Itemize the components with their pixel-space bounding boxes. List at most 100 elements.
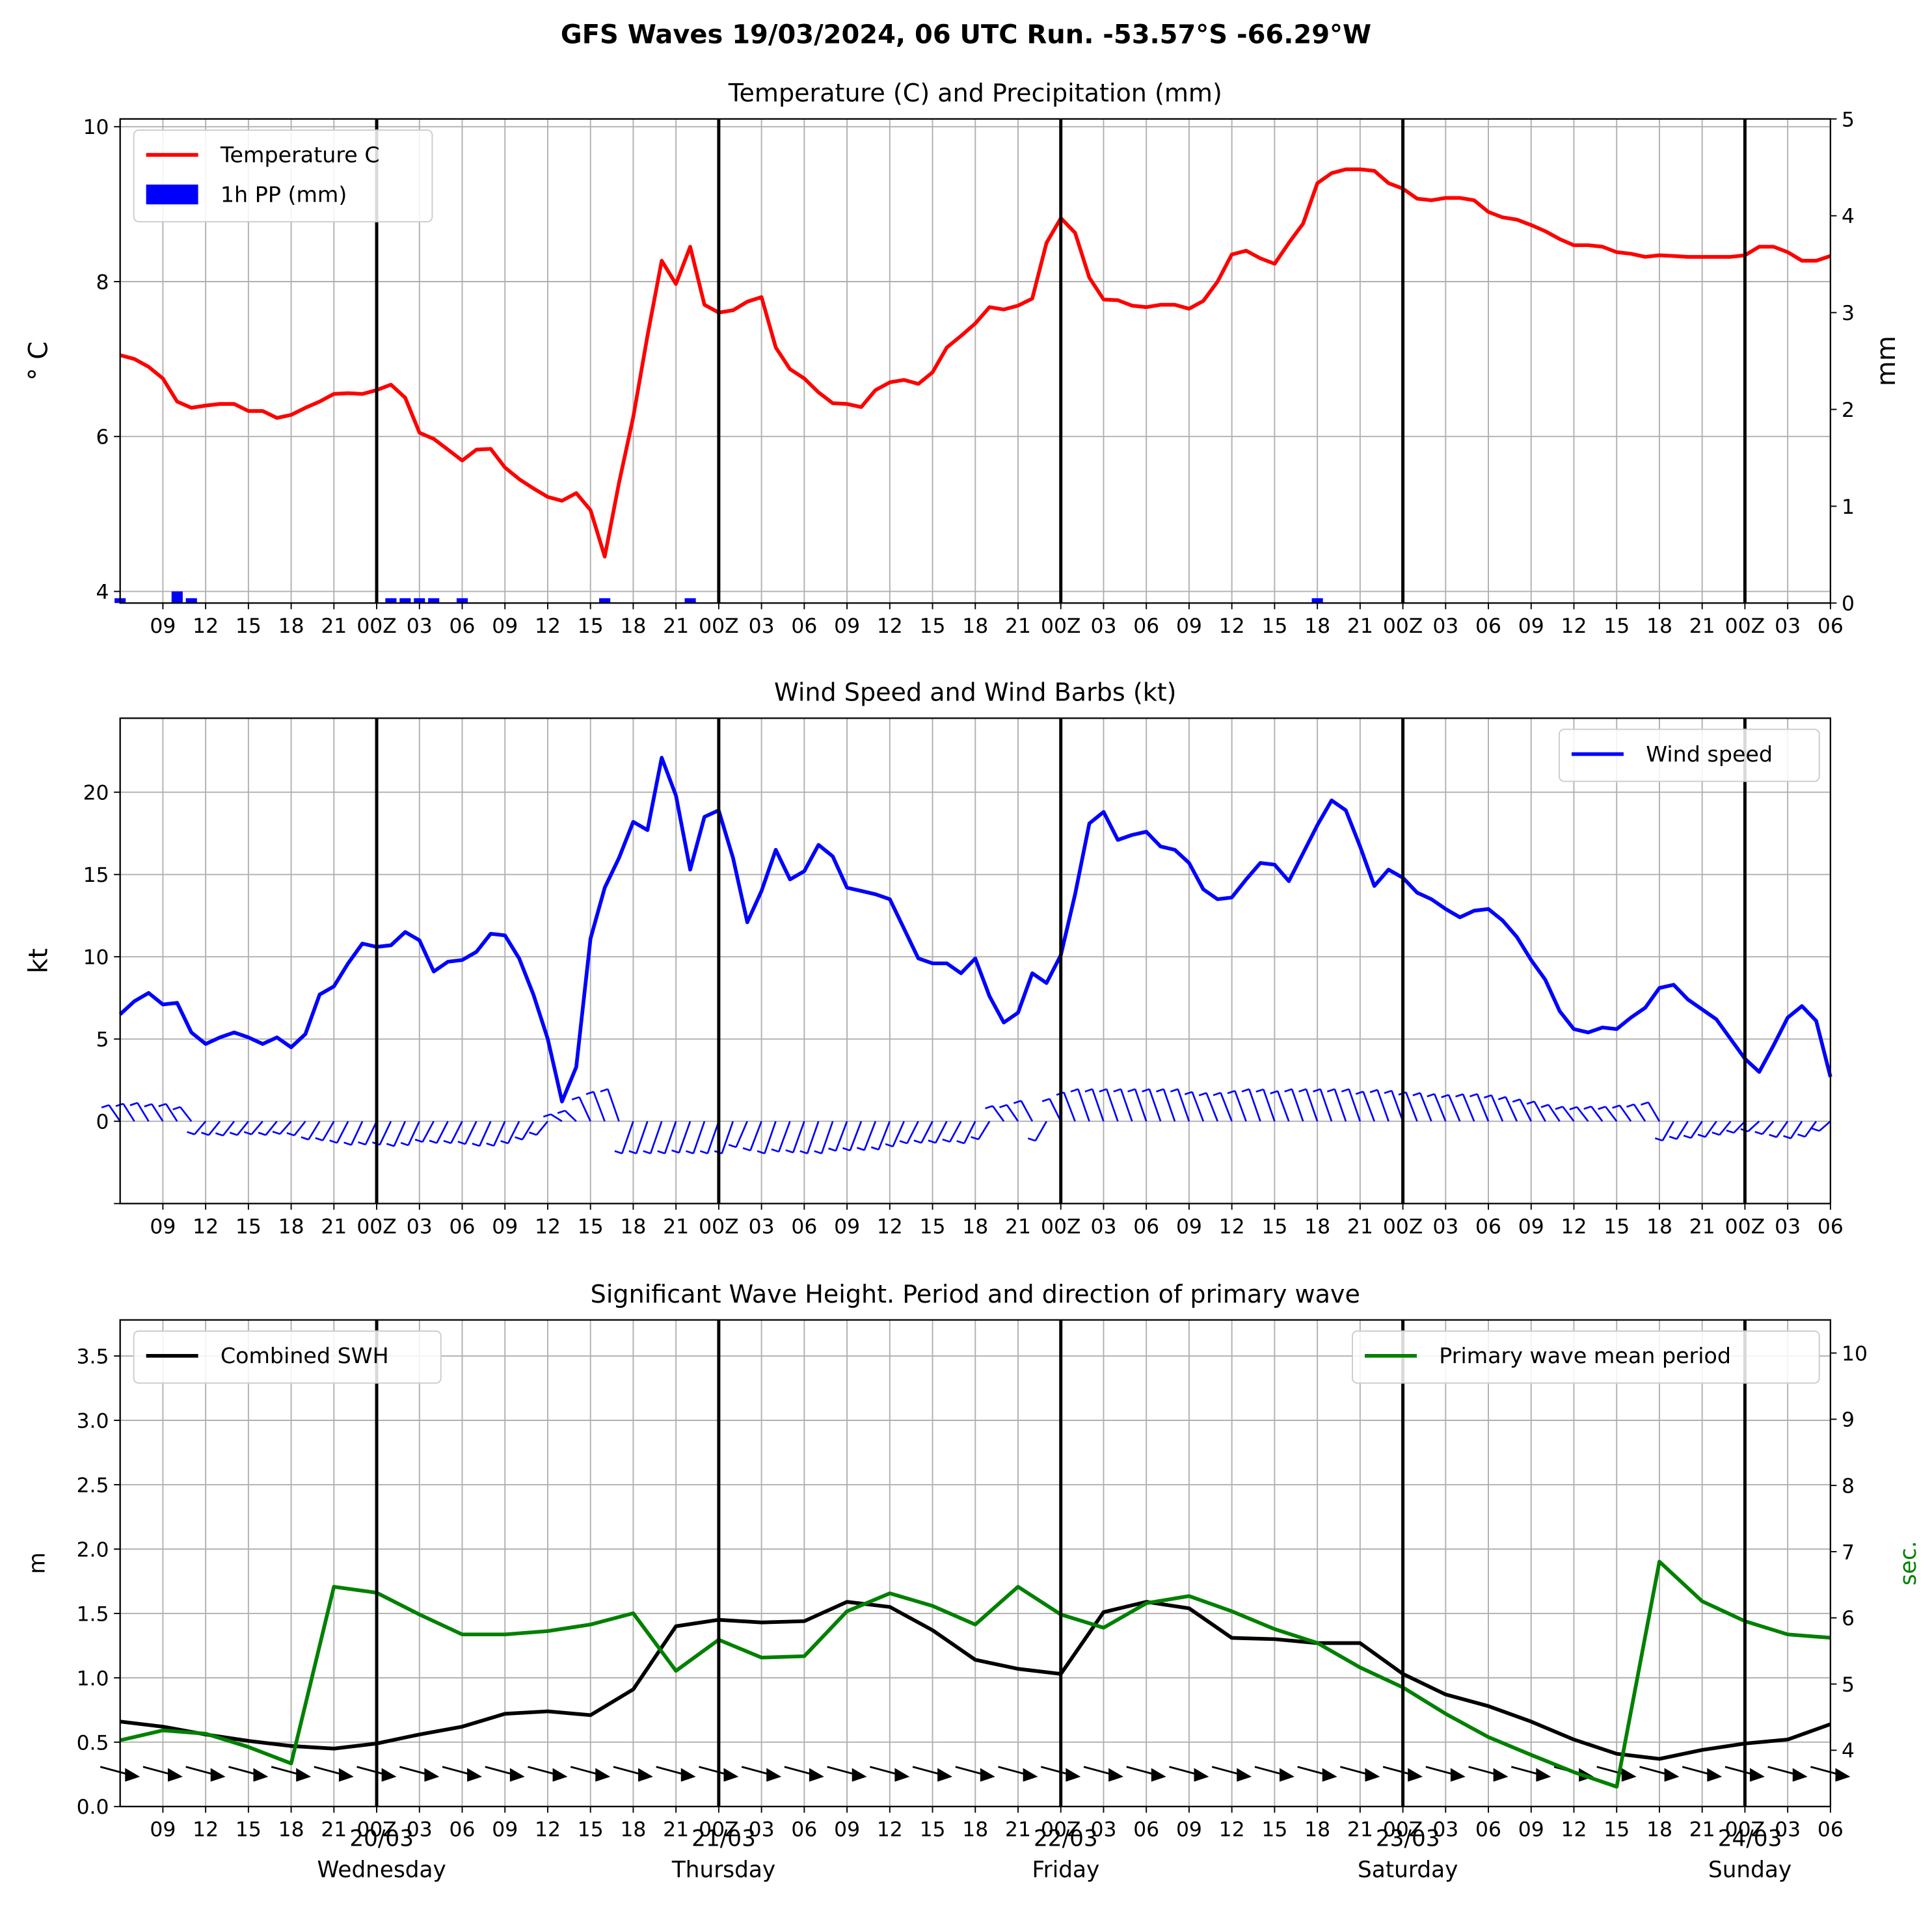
wind-xtick-label: 12 bbox=[1561, 1215, 1587, 1238]
wind-barb-shaft bbox=[1305, 1089, 1319, 1122]
wind-barb-shaft bbox=[949, 1121, 962, 1143]
wave-direction-arrow-head bbox=[1750, 1768, 1765, 1782]
temp-xtick-label: 15 bbox=[578, 615, 604, 638]
wave-xtick-label: 00Z bbox=[1725, 1818, 1765, 1842]
wave-xtick-label: 06 bbox=[449, 1818, 476, 1842]
temp-xtick-label: 18 bbox=[1304, 615, 1330, 638]
wave-xtick-label: 21 bbox=[663, 1818, 689, 1842]
temp-xtick-label: 12 bbox=[1561, 615, 1587, 638]
wind-xtick-label: 15 bbox=[1261, 1215, 1287, 1238]
temp-xtick-label: 18 bbox=[1646, 615, 1672, 638]
wind-barb-flag bbox=[942, 1138, 950, 1143]
wind-barb-shaft bbox=[1205, 1093, 1218, 1122]
wave-direction-arrow-head bbox=[424, 1768, 440, 1782]
wind-barb-shaft bbox=[1006, 1104, 1019, 1122]
wind-xtick-label: 00Z bbox=[1725, 1215, 1765, 1238]
wind-barb-flag bbox=[1512, 1098, 1521, 1103]
temp-xtick-label: 18 bbox=[620, 615, 646, 638]
wave-xtick-label: 06 bbox=[1475, 1818, 1501, 1842]
wind-barb-shaft bbox=[906, 1121, 919, 1144]
wind-ytick-label: 5 bbox=[96, 1028, 109, 1052]
wind-ytick-label: 0 bbox=[96, 1111, 109, 1134]
temperature-line bbox=[119, 167, 1831, 559]
wave-xtick-label: 21 bbox=[1347, 1818, 1373, 1842]
temp-xtick-label: 06 bbox=[449, 615, 476, 638]
temp-xtick-label: 12 bbox=[877, 615, 903, 638]
wave-xtick-label: 03 bbox=[1090, 1818, 1116, 1842]
wave-xtick-label: 03 bbox=[407, 1818, 433, 1842]
wave-direction-arrow-head bbox=[381, 1768, 397, 1782]
wind-xtick-label: 09 bbox=[1176, 1215, 1202, 1238]
wind-barb-shaft bbox=[1704, 1121, 1717, 1138]
axes-layer: Temperature (C) and Precipitation (mm) 4 6… bbox=[23, 79, 1922, 1883]
wind-barb-shaft bbox=[1049, 1098, 1062, 1122]
wave-ytick-label: 0.0 bbox=[77, 1796, 109, 1819]
wind-barb-shaft bbox=[1220, 1092, 1233, 1122]
wind-barb-flag bbox=[1084, 1088, 1093, 1093]
precip-bar bbox=[599, 598, 611, 604]
day-weekday-label: Friday bbox=[1032, 1857, 1099, 1883]
wind-barb-flag bbox=[1711, 1132, 1720, 1136]
temp-xtick-label: 21 bbox=[663, 615, 689, 638]
wind-barb-flag bbox=[1483, 1094, 1492, 1099]
wave-direction-arrow-head bbox=[552, 1768, 568, 1782]
wind-xtick-label: 21 bbox=[321, 1215, 347, 1238]
wave-xtick-label: 15 bbox=[578, 1818, 604, 1842]
temp-xtick-label: 18 bbox=[962, 615, 988, 638]
temp-xtick-label: 06 bbox=[1133, 615, 1159, 638]
temp-xtick-label: 12 bbox=[193, 615, 219, 638]
wind-barb-flag bbox=[386, 1143, 395, 1147]
wave-direction-arrow-head bbox=[1450, 1768, 1466, 1782]
temp-xtick-label: 18 bbox=[278, 615, 304, 638]
temp-xtick-label: 03 bbox=[1432, 615, 1458, 638]
wave-xtick-label: 09 bbox=[1518, 1818, 1544, 1842]
wave-direction-arrow-head bbox=[168, 1768, 183, 1782]
wave-ytick-label: 3.0 bbox=[77, 1409, 109, 1433]
wave-direction-arrow-head bbox=[1023, 1768, 1038, 1782]
wind-barb-flag bbox=[101, 1104, 109, 1109]
wind-barb-shaft bbox=[1077, 1089, 1090, 1122]
wave-xtick-label: 18 bbox=[1646, 1818, 1672, 1842]
wave-xtick-label: 00Z bbox=[356, 1818, 396, 1842]
wind-xtick-label: 18 bbox=[278, 1215, 304, 1238]
wind-barb-shaft bbox=[1747, 1121, 1760, 1132]
temp-xtick-label: 15 bbox=[235, 615, 262, 638]
wind-barb-flag bbox=[628, 1150, 637, 1154]
wind-barb-flag bbox=[1654, 1137, 1663, 1142]
wind-barb-flag bbox=[1184, 1091, 1193, 1096]
wave-xtick-label: 00Z bbox=[1383, 1818, 1423, 1842]
day-date-label: 20/03 bbox=[349, 1826, 414, 1852]
wave-right-legend-box bbox=[1352, 1330, 1820, 1384]
wind-barb-shaft bbox=[379, 1121, 392, 1145]
wind-xtick-label: 21 bbox=[1347, 1215, 1373, 1238]
wind-barb-flag bbox=[1811, 1127, 1820, 1132]
wind-barb-shaft bbox=[407, 1121, 420, 1146]
wave-xtick-label: 12 bbox=[193, 1818, 219, 1842]
temp-legend-box bbox=[133, 129, 433, 222]
wind-barb-shaft bbox=[1433, 1093, 1447, 1122]
temp-xtick-label: 09 bbox=[492, 615, 518, 638]
wind-xtick-label: 09 bbox=[834, 1215, 860, 1238]
wind-barb-flag bbox=[1241, 1088, 1250, 1093]
wave-direction-arrow-head bbox=[1365, 1768, 1380, 1782]
wind-barb-flag bbox=[928, 1139, 936, 1144]
wave-direction-arrow-head bbox=[253, 1768, 269, 1782]
wind-barb-shaft bbox=[621, 1121, 634, 1154]
wind-barb-flag bbox=[215, 1132, 224, 1137]
wind-barb-shaft bbox=[521, 1121, 535, 1140]
wind-barb-flag bbox=[771, 1148, 779, 1153]
wind-barb-flag bbox=[1099, 1088, 1107, 1093]
temp-ytick-right-label: 0 bbox=[1842, 592, 1855, 616]
wave-xtick-label: 03 bbox=[1775, 1818, 1801, 1842]
wind-xtick-label: 06 bbox=[1133, 1215, 1159, 1238]
wind-barb-flag bbox=[543, 1113, 552, 1118]
wind-barb-flag bbox=[814, 1150, 822, 1154]
wave-direction-arrow-head bbox=[937, 1768, 953, 1782]
wind-barb-shaft bbox=[1618, 1104, 1632, 1122]
wind-barb-shaft bbox=[1419, 1093, 1432, 1122]
wave-ytick-label: 2.5 bbox=[77, 1474, 109, 1497]
wave-xtick-label: 18 bbox=[278, 1818, 304, 1842]
wave-xtick-label: 15 bbox=[235, 1818, 262, 1842]
temp-ytick-right-label: 1 bbox=[1842, 496, 1855, 519]
wind-barb-flag bbox=[1142, 1088, 1150, 1093]
